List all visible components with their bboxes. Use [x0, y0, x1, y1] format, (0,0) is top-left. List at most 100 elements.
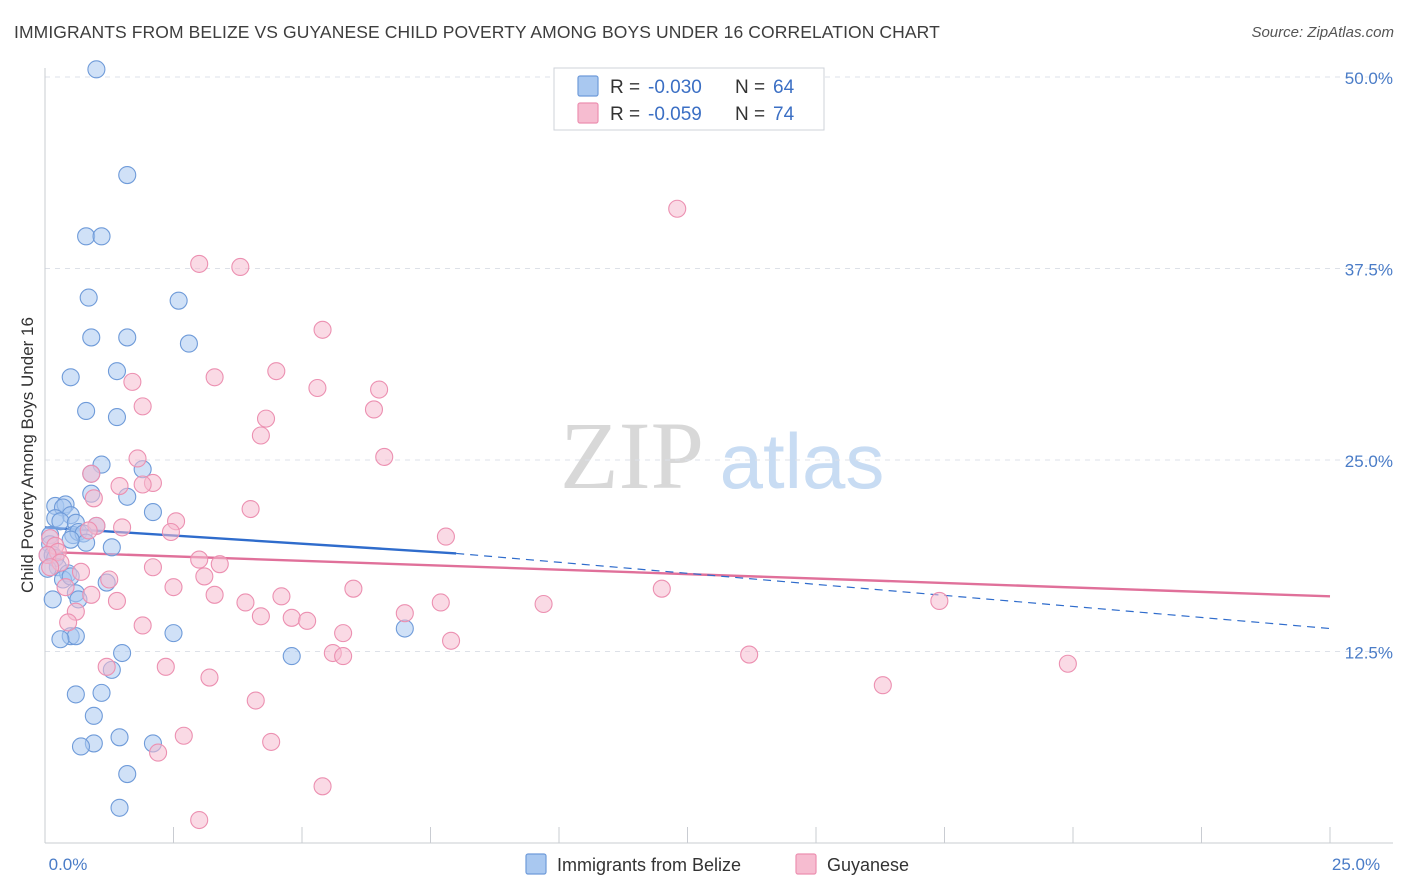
belize-point	[92, 683, 111, 702]
legend-r-value: -0.059	[648, 104, 702, 125]
belize-trendline-extension	[456, 552, 1331, 630]
watermark-atlas: atlas	[720, 417, 885, 505]
guyanese-point	[133, 475, 152, 494]
watermark-zip: ZIP	[560, 402, 704, 509]
guyanese-point	[210, 555, 229, 574]
guyanese-point	[442, 631, 461, 650]
guyanese-point	[298, 611, 317, 630]
belize-point	[107, 362, 127, 381]
guyanese-point	[41, 558, 60, 577]
guyanese-point	[251, 607, 270, 626]
belize-point	[143, 503, 162, 522]
chart-title: IMMIGRANTS FROM BELIZE VS GUYANESE CHILD…	[14, 22, 940, 42]
guyanese-point	[164, 578, 183, 597]
belize-point	[84, 706, 103, 725]
guyanese-point	[231, 257, 250, 277]
guyanese-point	[344, 579, 363, 598]
guyanese-point	[100, 570, 119, 589]
axes	[44, 68, 1393, 844]
guyanese-point	[873, 676, 892, 695]
guyanese-point	[123, 372, 142, 391]
belize-point	[179, 334, 198, 353]
y-tick-label: 12.5%	[1345, 644, 1393, 663]
belize-point	[61, 368, 80, 387]
legend-n-value: 64	[773, 77, 795, 98]
guyanese-point	[128, 449, 147, 468]
legend-n-label: N =	[735, 104, 765, 125]
guyanese-point	[195, 567, 214, 586]
guyanese-point	[143, 558, 162, 577]
legend-r-label: R =	[610, 104, 640, 125]
guyanese-trendline	[44, 550, 1331, 598]
guyanese-point	[79, 521, 98, 540]
belize-point	[61, 530, 80, 549]
legend-swatch-belize	[525, 853, 547, 875]
legend-n-value: 74	[773, 104, 795, 125]
stats-legend-box	[553, 67, 825, 131]
guyanese-point	[308, 378, 327, 398]
legend-r-label: R =	[610, 77, 640, 98]
belize-point	[102, 538, 121, 557]
belize-point	[395, 619, 414, 638]
y-tick-label: 37.5%	[1345, 261, 1393, 280]
x-tick-label-max: 25.0%	[1332, 855, 1380, 874]
y-tick-label: 50.0%	[1345, 69, 1393, 88]
data-points	[38, 60, 1077, 830]
guyanese-point	[1058, 654, 1077, 673]
belize-point	[82, 328, 101, 347]
stats-legend: R = -0.030 N = 64 R = -0.059 N = 74	[553, 67, 825, 131]
guyanese-point	[56, 578, 75, 597]
belize-trendline	[44, 526, 457, 555]
guyanese-point	[334, 647, 353, 666]
guyanese-point	[262, 732, 281, 751]
belize-point	[71, 737, 91, 756]
guyanese-point	[205, 585, 224, 604]
guyanese-point	[59, 613, 78, 632]
source-credit: Source: ZipAtlas.com	[1251, 24, 1394, 41]
guyanese-point	[436, 527, 455, 546]
belize-point	[118, 765, 137, 784]
guyanese-point	[107, 591, 127, 610]
legend-r-value: -0.030	[648, 77, 702, 98]
guyanese-point	[930, 591, 949, 610]
guyanese-point	[97, 657, 116, 676]
guyanese-point	[370, 380, 389, 399]
guyanese-point	[334, 624, 353, 643]
guyanese-point	[174, 726, 193, 745]
belize-point	[79, 288, 98, 307]
guyanese-point	[668, 199, 687, 218]
guyanese-point	[395, 604, 414, 623]
guyanese-point	[110, 476, 129, 496]
legend-swatch-pink	[577, 102, 599, 124]
y-axis-label: Child Poverty Among Boys Under 16	[18, 317, 37, 593]
guyanese-point	[205, 368, 224, 387]
guyanese-point	[82, 464, 101, 483]
guyanese-point	[133, 616, 152, 635]
belize-point	[164, 624, 183, 643]
legend-label-belize: Immigrants from Belize	[557, 855, 741, 875]
belize-point	[107, 408, 127, 427]
legend-swatch-guyanese	[795, 853, 817, 875]
belize-point	[92, 227, 111, 246]
guyanese-point	[282, 608, 301, 627]
guyanese-point	[190, 254, 209, 273]
guyanese-point	[534, 594, 553, 614]
belize-point	[118, 165, 137, 185]
guyanese-point	[246, 691, 265, 710]
guyanese-point	[313, 777, 332, 796]
belize-point	[77, 401, 96, 421]
guyanese-point	[364, 400, 384, 419]
belize-point	[169, 291, 188, 310]
belize-point	[110, 798, 129, 817]
trendlines	[44, 526, 1331, 630]
guyanese-point	[113, 518, 132, 537]
gridlines	[45, 76, 1393, 652]
belize-point	[87, 60, 106, 79]
guyanese-point	[84, 489, 103, 508]
guyanese-point	[652, 579, 671, 598]
guyanese-point	[149, 743, 168, 762]
guyanese-point	[82, 585, 101, 604]
guyanese-point	[256, 409, 276, 428]
y-tick-label: 25.0%	[1345, 452, 1393, 471]
